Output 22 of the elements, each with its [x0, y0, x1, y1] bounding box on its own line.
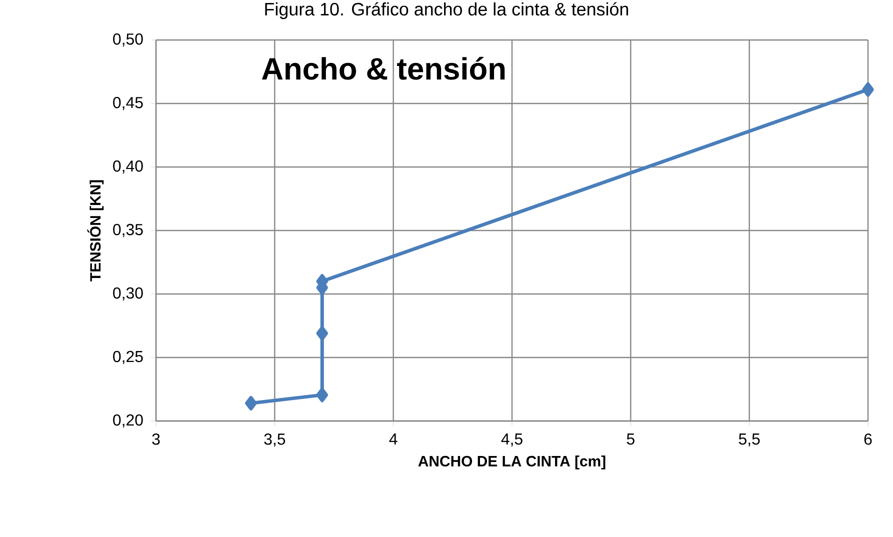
point: [862, 82, 874, 97]
text: Figura 10. Gráfico ancho de la cinta & tensión: [265, 2, 628, 20]
point: [316, 326, 328, 341]
y-tick-label: 0,25: [113, 350, 143, 364]
x-axis-title: ANCHO DE LA CINTA [cm]: [418, 456, 606, 470]
point: [316, 388, 328, 402]
point: [245, 396, 257, 410]
x-tick-label: 3,5: [264, 434, 286, 447]
x-tick-label: 4: [389, 434, 398, 444]
y-tick-label: 0,30: [113, 287, 143, 301]
x-tick-label: 5: [626, 434, 634, 445]
x-tick-label: 4,5: [501, 434, 522, 447]
x-tick-label: 6: [864, 434, 872, 445]
x-tick-label: 3: [152, 434, 160, 445]
y-tick-label: 0,40: [113, 160, 143, 174]
y-tick-label: 0,50: [113, 33, 143, 47]
y-axis-title: TENSIÓN [KN]: [87, 180, 104, 282]
chart-title: Ancho & tensión: [262, 56, 505, 80]
y-tick-label: 0,45: [113, 96, 143, 110]
x-tick-label: 5,5: [738, 434, 760, 447]
y-tick-label: 0,35: [113, 224, 143, 238]
y-tick-label: 0,20: [113, 414, 143, 428]
